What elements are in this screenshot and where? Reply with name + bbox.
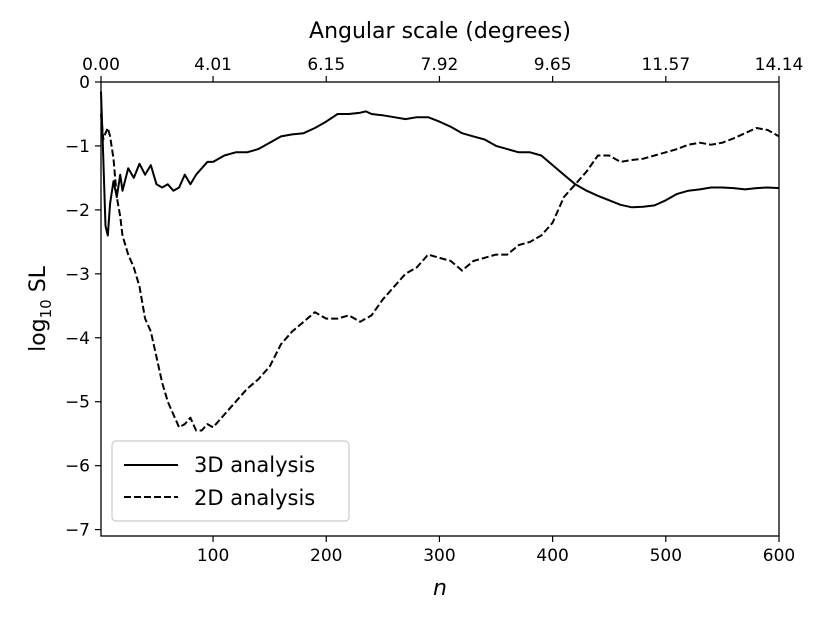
y-axis-title-rest: SL	[26, 265, 51, 299]
x-tick-label: 300	[423, 546, 455, 566]
axis-ticks: 100 200 300 400 500 600 0 −1 −2 −3 −4 −5 −6 −7 0.00 4.0…	[65, 55, 803, 566]
top-axis-title: Angular scale (degrees)	[309, 19, 571, 44]
top-tick-label: 14.14	[755, 55, 804, 75]
y-tick-label: −5	[65, 393, 90, 413]
y-tick-label: −1	[65, 137, 90, 157]
series-lines	[100, 91, 780, 432]
top-tick-label: 9.65	[534, 55, 572, 75]
top-tick-label: 11.57	[641, 55, 690, 75]
series-line-3d	[100, 91, 780, 237]
x-axis-title: n	[433, 576, 447, 601]
y-tick-label: −7	[65, 521, 90, 541]
top-tick-label: 4.01	[194, 55, 232, 75]
y-tick-label: 0	[79, 73, 90, 93]
x-tick-label: 200	[310, 546, 342, 566]
y-axis-title-base: log	[26, 318, 51, 352]
top-tick-label: 7.92	[421, 55, 459, 75]
x-tick-label: 400	[536, 546, 568, 566]
legend-label-2d: 2D analysis	[194, 486, 315, 510]
legend-label-3d: 3D analysis	[194, 453, 315, 477]
y-tick-label: −2	[65, 201, 90, 221]
x-tick-label: 500	[650, 546, 682, 566]
series-line-2d	[100, 113, 780, 432]
y-tick-label: −3	[65, 265, 90, 285]
legend: 3D analysis 2D analysis	[111, 440, 350, 522]
y-tick-label: −4	[65, 329, 90, 349]
x-tick-label: 600	[763, 546, 795, 566]
top-tick-label: 0.00	[82, 55, 120, 75]
y-tick-label: −6	[65, 457, 90, 477]
x-tick-label: 100	[197, 546, 229, 566]
top-tick-label: 6.15	[307, 55, 345, 75]
legend-box	[111, 440, 350, 522]
y-axis-title: log10 SL	[26, 265, 55, 352]
y-axis-title-subscript: 10	[37, 299, 55, 318]
